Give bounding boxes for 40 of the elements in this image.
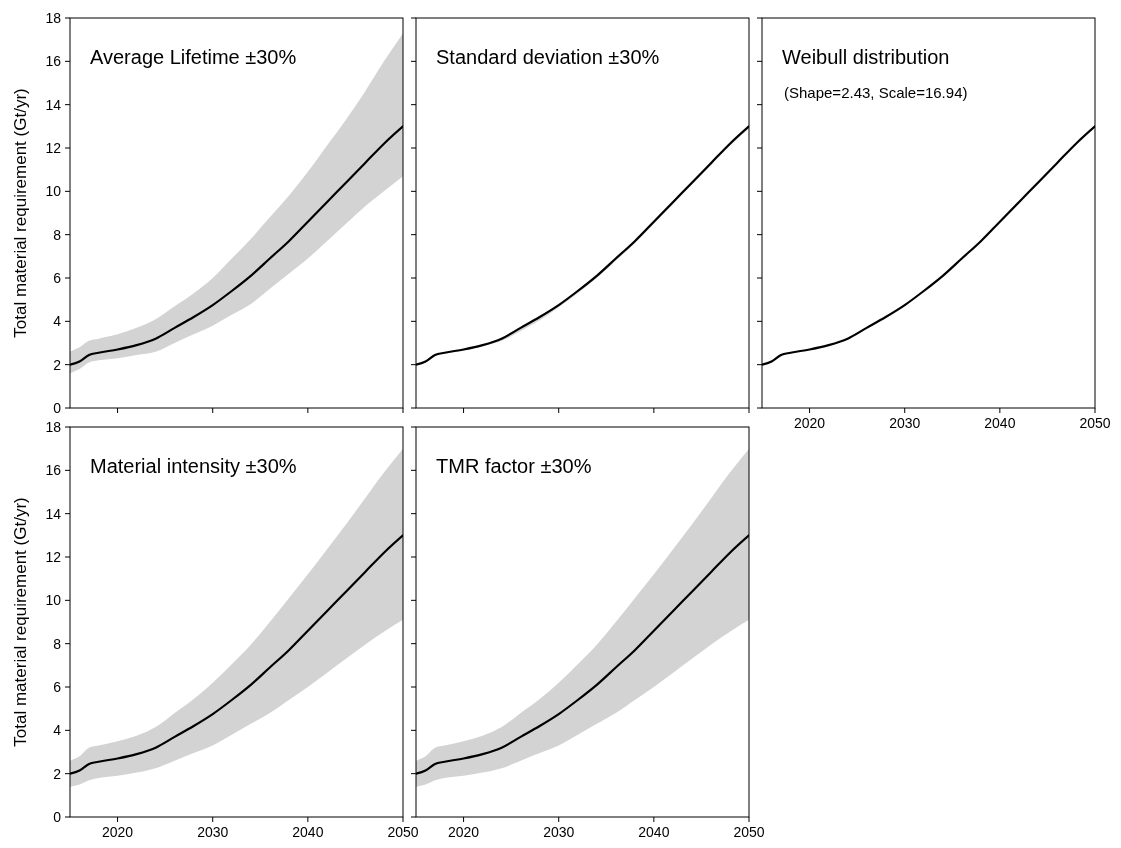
y-tick-label: 2 <box>53 765 62 782</box>
text: (Shape=2.43, Scale=16.94) <box>784 84 968 101</box>
y-tick-label: 8 <box>53 226 62 243</box>
y-tick-label: 4 <box>53 722 62 739</box>
x-tick-label: 2020 <box>101 824 134 840</box>
text: Material intensity ±30% <box>90 455 297 477</box>
y-tick-label: 0 <box>53 808 62 825</box>
text: Standard deviation ±30% <box>436 46 660 68</box>
y-tick-label: 4 <box>53 313 62 330</box>
y-tick-label: 14 <box>45 96 62 113</box>
y-tick-label: 12 <box>45 139 62 156</box>
text: Weibull distribution <box>782 46 950 68</box>
y-tick-label: 6 <box>53 678 62 695</box>
x-tick-label: 2040 <box>292 824 324 840</box>
y-axis-title: Total material requirement (Gt/yr) <box>11 88 30 338</box>
x-tick-label: 2030 <box>889 415 921 431</box>
y-tick-label: 8 <box>53 635 62 652</box>
x-tick-label: 2050 <box>1079 415 1111 431</box>
y-tick-label: 12 <box>45 548 62 565</box>
x-tick-label: 2020 <box>447 824 480 840</box>
x-tick-label: 2040 <box>984 415 1016 431</box>
text: Average Lifetime ±30% <box>90 46 297 68</box>
y-tick-label: 10 <box>45 183 62 200</box>
text: TMR factor ±30% <box>436 455 592 477</box>
y-tick-label: 2 <box>53 356 62 373</box>
y-tick-label: 14 <box>45 505 62 522</box>
y-tick-label: 18 <box>45 9 62 26</box>
x-tick-label: 2030 <box>543 824 575 840</box>
x-tick-label: 2050 <box>733 824 765 840</box>
y-tick-label: 18 <box>45 418 62 435</box>
y-tick-label: 10 <box>45 592 62 609</box>
y-tick-label: 16 <box>45 53 62 70</box>
x-tick-label: 2030 <box>197 824 229 840</box>
x-tick-label: 2020 <box>793 415 826 431</box>
y-axis-title: Total material requirement (Gt/yr) <box>11 497 30 747</box>
y-tick-label: 16 <box>45 462 62 479</box>
y-tick-label: 6 <box>53 269 62 286</box>
x-tick-label: 2040 <box>638 824 670 840</box>
y-tick-label: 0 <box>53 399 62 416</box>
x-tick-label: 2050 <box>387 824 419 840</box>
